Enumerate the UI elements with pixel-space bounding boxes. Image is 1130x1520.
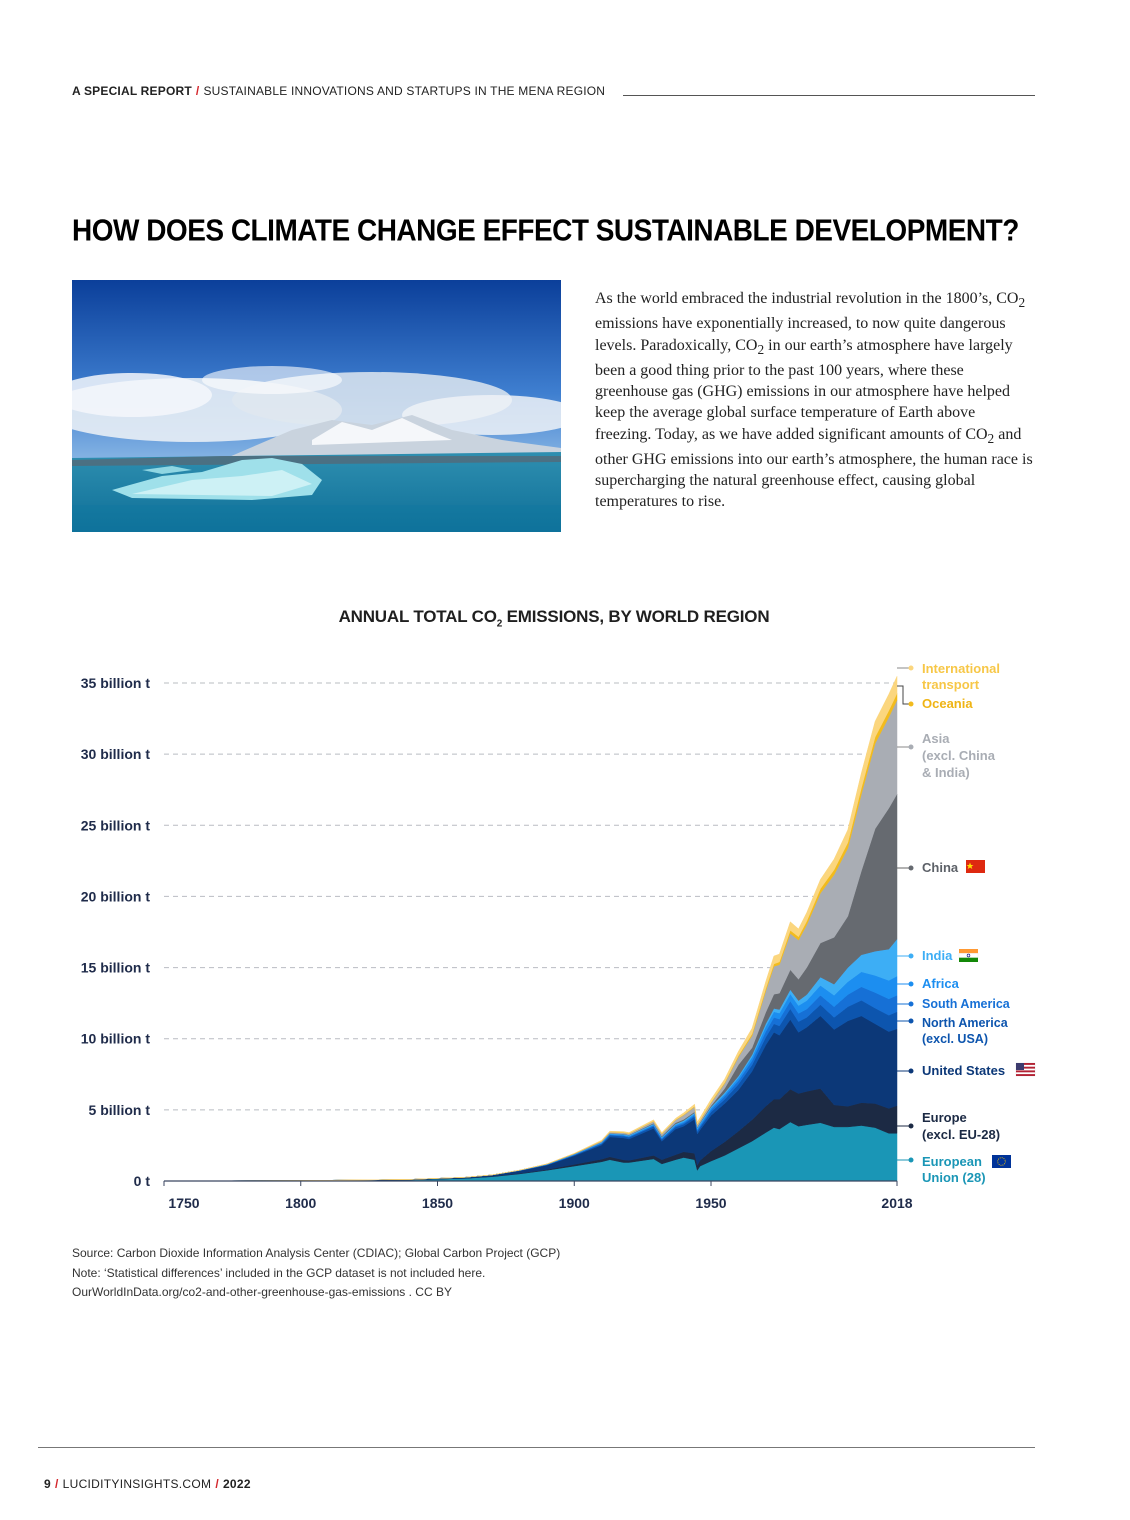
legend-label-nam-2: (excl. USA) xyxy=(922,1032,988,1046)
glacier-photo xyxy=(72,280,561,532)
report-header: A SPECIAL REPORT / SUSTAINABLE INNOVATIONS… xyxy=(72,84,605,98)
legend-label-africa: Africa xyxy=(922,976,960,991)
legend-layer: International transport Oceania Asia (ex… xyxy=(897,661,1036,1185)
source-url: OurWorldInData.org/co2-and-other-greenho… xyxy=(72,1285,452,1299)
y-tick-label: 5 billion t xyxy=(89,1102,151,1118)
legend-dot-oceania xyxy=(908,701,914,707)
body-text-3: in our earth’s atmosphere have largely b… xyxy=(595,336,1013,443)
legend-dot-intl xyxy=(908,665,914,671)
eu-flag-icon xyxy=(992,1155,1011,1168)
footer-year: 2022 xyxy=(222,1477,251,1491)
y-tick-label: 30 billion t xyxy=(81,746,151,762)
body-paragraph: As the world embraced the industrial rev… xyxy=(595,288,1035,513)
area-layer xyxy=(163,676,898,1182)
legend-label-europe-1: Europe xyxy=(922,1110,967,1125)
y-tick-label: 0 t xyxy=(134,1173,151,1189)
legend-dot-asia xyxy=(908,744,914,750)
legend-dot-china xyxy=(908,865,914,871)
footer-separator-1: / xyxy=(54,1477,59,1491)
legend-label-intl-2: transport xyxy=(922,677,980,692)
legend-dot-india xyxy=(908,953,914,959)
page-footer: 9/LUCIDITYINSIGHTS.COM/2022 xyxy=(44,1477,251,1491)
legend-label-intl-1: International xyxy=(922,661,1000,676)
page-number: 9 xyxy=(44,1477,51,1491)
footer-rule xyxy=(38,1447,1035,1448)
legend-label-europe-2: (excl. EU-28) xyxy=(922,1127,1000,1142)
chart-title: ANNUAL TOTAL CO2 EMISSIONS, BY WORLD REG… xyxy=(0,607,1108,629)
co2-subscript-1: 2 xyxy=(1018,295,1026,311)
legend-label-sam: South America xyxy=(922,997,1011,1011)
us-flag-icon xyxy=(1015,1062,1036,1077)
header-separator: / xyxy=(195,84,200,98)
legend-dot-sam xyxy=(908,1001,914,1007)
report-brand: A SPECIAL REPORT xyxy=(72,84,192,98)
body-text-1: As the world embraced the industrial rev… xyxy=(595,290,1019,307)
footer-site: LUCIDITYINSIGHTS.COM xyxy=(62,1477,212,1491)
legend-label-us: United States xyxy=(922,1063,1005,1078)
header-rule xyxy=(623,95,1035,96)
body-text-4: and other GHG emissions into our earth’s… xyxy=(595,425,1033,511)
report-subtitle: SUSTAINABLE INNOVATIONS AND STARTUPS IN … xyxy=(203,84,606,98)
area-international-transport xyxy=(163,676,898,1182)
co2-subscript-3: 2 xyxy=(987,430,995,446)
footer-separator-2: / xyxy=(215,1477,219,1491)
x-tick-label: 2018 xyxy=(881,1195,912,1211)
glacier-illustration xyxy=(72,280,561,532)
chart-title-sub: 2 xyxy=(496,618,503,630)
legend-label-asia-1: Asia xyxy=(922,731,950,746)
chart-footnotes: Source: Carbon Dioxide Information Analy… xyxy=(72,1244,560,1303)
legend-label-india: India xyxy=(922,948,953,963)
x-tick-label: 1750 xyxy=(168,1195,199,1211)
legend-dot-africa xyxy=(908,981,914,987)
legend-label-asia-2: (excl. China xyxy=(922,748,996,763)
legend-dot-europe xyxy=(908,1123,914,1129)
emissions-area-chart: 0 t 5 billion t 10 billion t 15 billion t 20… xyxy=(81,661,1036,1211)
x-tick-label: 1850 xyxy=(422,1195,453,1211)
y-tick-label: 25 billion t xyxy=(81,817,151,833)
co2-subscript-2: 2 xyxy=(757,341,765,357)
dataset-note: Note: ‘Statistical differences’ included… xyxy=(72,1265,486,1280)
x-tick-label: 1950 xyxy=(695,1195,726,1211)
legend-label-eu-2: Union (28) xyxy=(922,1170,986,1185)
legend-dot-eu xyxy=(908,1157,914,1163)
legend-dot-us xyxy=(908,1068,914,1074)
source-note: Source: Carbon Dioxide Information Analy… xyxy=(72,1246,561,1260)
page-title: HOW DOES CLIMATE CHANGE EFFECT SUSTAINAB… xyxy=(72,213,1019,248)
y-tick-label: 20 billion t xyxy=(81,888,151,904)
legend-dot-nam xyxy=(908,1018,914,1024)
x-tick-label: 1800 xyxy=(285,1195,316,1211)
y-tick-label: 35 billion t xyxy=(81,675,151,691)
legend-label-eu-1: European xyxy=(922,1154,982,1169)
legend-label-nam-1: North America xyxy=(922,1016,1009,1030)
legend-leader-oceania xyxy=(897,685,911,705)
chart-title-post: EMISSIONS, BY WORLD REGION xyxy=(502,607,770,626)
legend-label-oceania: Oceania xyxy=(922,696,973,711)
india-flag-icon xyxy=(958,949,979,962)
body-text-2: emissions have exponentially increased, … xyxy=(595,315,1006,354)
y-tick-label: 15 billion t xyxy=(81,960,151,976)
x-tick-label: 1900 xyxy=(559,1195,590,1211)
legend-label-china: China xyxy=(922,860,959,875)
axis-layer: 0 t 5 billion t 10 billion t 15 billion t 20… xyxy=(81,675,913,1211)
chart-title-pre: ANNUAL TOTAL CO xyxy=(338,607,497,626)
china-flag-icon xyxy=(966,860,985,873)
y-tick-label: 10 billion t xyxy=(81,1031,151,1047)
legend-label-asia-3: & India) xyxy=(922,765,970,780)
